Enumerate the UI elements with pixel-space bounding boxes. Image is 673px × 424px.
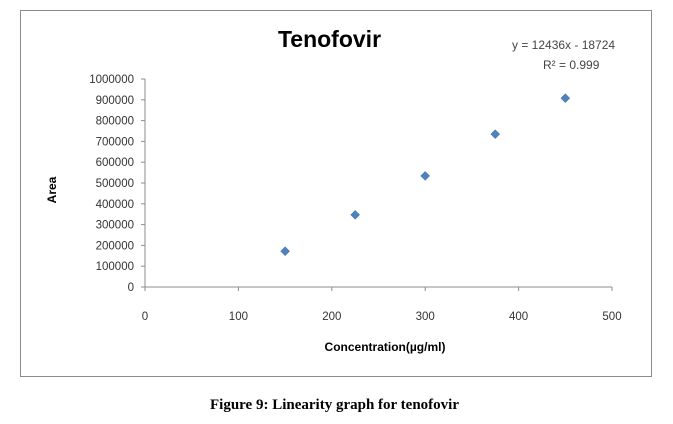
y-tick-label: 300000 [96, 220, 134, 232]
axes [144, 79, 612, 288]
y-tick-label: 200000 [96, 240, 134, 252]
x-tick-label: 300 [416, 311, 435, 323]
x-tick-label: 0 [142, 311, 148, 323]
figure-caption-text: Figure 9: Linearity graph for tenofovir [210, 397, 459, 413]
y-tick-label: 400000 [96, 199, 134, 211]
trendline-equation: y = 12436x - 18724 [512, 38, 616, 52]
y-tick-label: 100000 [96, 261, 134, 273]
y-tick-label: 800000 [96, 116, 134, 128]
y-tick-label: 900000 [96, 95, 134, 107]
y-tick-labels: 0 100000 200000 300000 400000 500000 600000 700… [89, 74, 145, 294]
figure-caption: Figure 9: Linearity graph for tenofovir [0, 397, 673, 414]
data-point [420, 171, 431, 181]
data-point [350, 209, 361, 220]
x-tick-labels: 0 100 200 300 400 500 [142, 287, 622, 323]
chart-frame [20, 10, 652, 377]
x-tick-label: 100 [229, 311, 248, 323]
r-squared-label: R² = 0.999 [543, 58, 600, 72]
data-points [280, 93, 571, 257]
y-tick-label: 0 [128, 282, 134, 294]
y-tick-label: 700000 [96, 136, 134, 148]
x-tick-label: 200 [322, 311, 341, 323]
data-point [280, 246, 290, 257]
y-tick-label: 600000 [96, 157, 134, 169]
x-axis-title: Concentration(µg/ml) [324, 340, 446, 354]
y-tick-label: 1000000 [89, 74, 134, 86]
y-tick-label: 500000 [96, 178, 134, 190]
data-point [560, 93, 571, 103]
x-tick-label: 400 [509, 311, 528, 323]
data-point [490, 129, 501, 139]
x-tick-label: 500 [602, 311, 621, 323]
